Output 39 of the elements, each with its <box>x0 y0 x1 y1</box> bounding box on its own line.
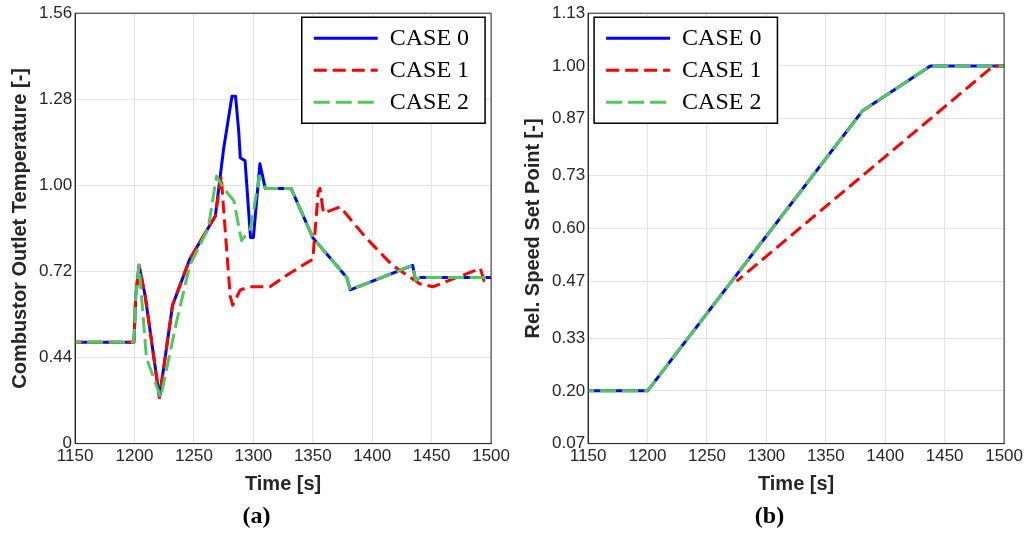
y-tick-label: 1.00 <box>38 175 73 195</box>
y-tick-label: 0.72 <box>38 261 73 281</box>
x-tick-label: 1250 <box>175 446 213 466</box>
y-tick-label: 1.13 <box>551 2 586 22</box>
x-tick-label: 1500 <box>985 446 1023 466</box>
y-tick-label: 1.28 <box>38 88 73 108</box>
y-tick-label: 0.47 <box>551 270 586 290</box>
y-tick-label: 1.00 <box>551 55 586 75</box>
text: (b) <box>753 502 786 529</box>
legend-label: CASE 1 <box>389 56 470 83</box>
x-tick-label: 1400 <box>866 446 905 466</box>
legend-label: CASE 2 <box>682 88 762 115</box>
legend-label: CASE 0 <box>682 24 762 51</box>
y-tick-label: 0.73 <box>551 165 586 185</box>
x-tick-label: 1300 <box>747 446 786 466</box>
y-tick-label: 0.20 <box>551 380 586 400</box>
x-tick-label: 1350 <box>293 446 332 466</box>
legend-label: CASE 0 <box>389 24 470 51</box>
x-tick-label: 1450 <box>412 446 451 466</box>
x-tick-label: 1300 <box>234 446 273 466</box>
x-axis-title: Time [s] <box>757 471 835 494</box>
legend-label: CASE 2 <box>389 88 470 115</box>
x-tick-label: 1400 <box>353 446 392 466</box>
x-tick-label: 1350 <box>806 446 845 466</box>
y-tick-label: 0.44 <box>38 347 73 367</box>
x-tick-label: 1200 <box>115 446 154 466</box>
y-tick-label: 0.87 <box>551 108 586 128</box>
x-tick-label: 1450 <box>925 446 964 466</box>
y-axis-title: Combustor Outlet Temperature [-] <box>7 68 30 389</box>
legend-label: CASE 1 <box>682 56 762 83</box>
y-tick-label: 0.60 <box>551 218 586 238</box>
y-tick-label: 0.33 <box>551 327 586 347</box>
y-axis-title: Rel. Speed Set Point [-] <box>520 118 543 339</box>
x-tick-label: 1200 <box>628 446 667 466</box>
text: (a) <box>241 502 272 529</box>
x-tick-label: 1500 <box>472 446 510 466</box>
x-axis-title: Time [s] <box>244 471 322 494</box>
y-tick-label: 1.56 <box>38 2 73 22</box>
x-tick-label: 1250 <box>688 446 726 466</box>
